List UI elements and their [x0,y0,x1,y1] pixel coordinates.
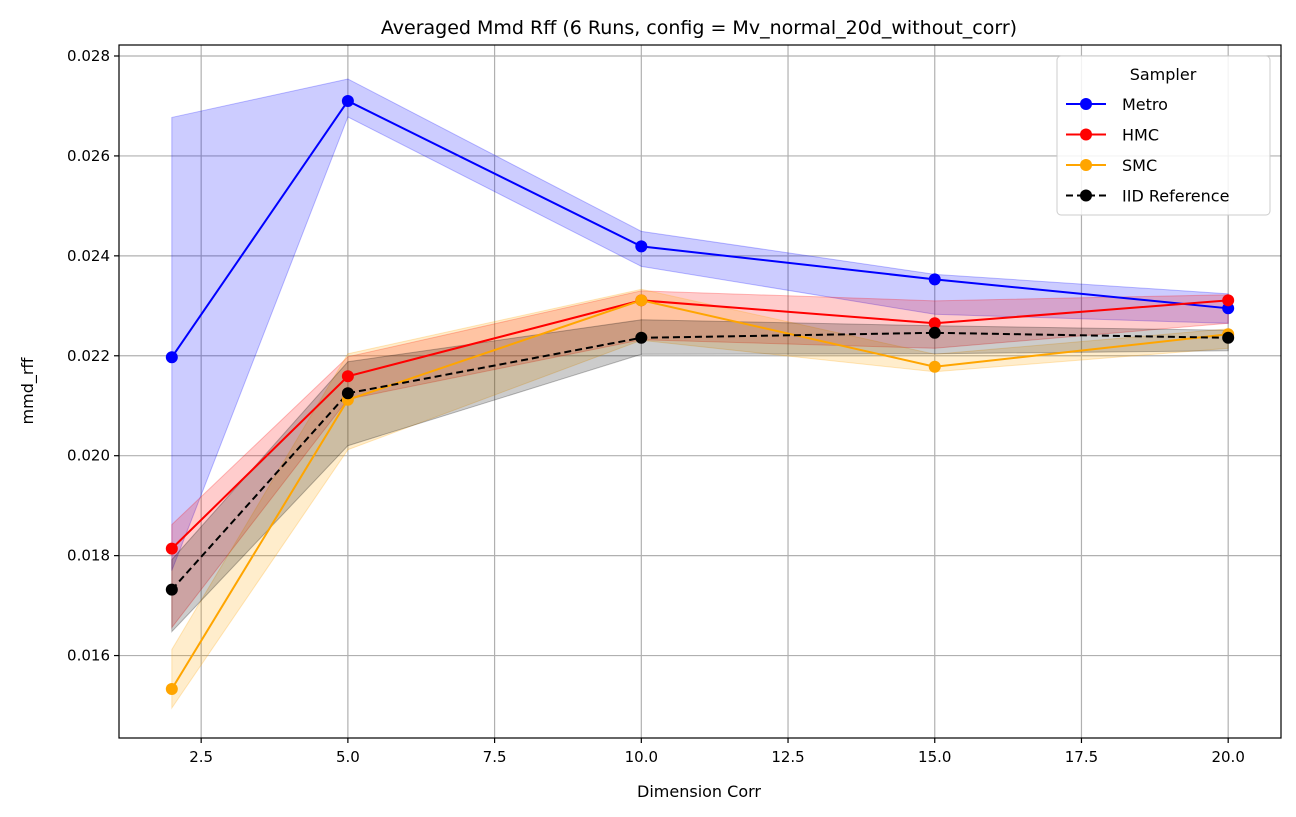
point-hmc [341,370,354,383]
x-axis-ticks: 2.5 5.0 7.5 10.0 12.5 15.0 17.5 20.0 [189,738,1245,766]
y-tick-label: 0.026 [67,147,110,165]
band-hmc [171,290,1229,630]
x-tick-label: 5.0 [336,748,360,766]
legend-marker-iid-reference [1080,189,1092,202]
point-iid-reference [165,583,178,596]
y-tick-label: 0.018 [67,547,110,565]
point-hmc [928,317,941,330]
x-tick-label: 17.5 [1065,748,1098,766]
legend-marker-metro [1080,98,1092,110]
point-smc [928,360,941,373]
legend-label-iid-reference: IID Reference [1122,187,1229,206]
x-tick-label: 10.0 [625,748,658,766]
point-metro [635,240,648,253]
y-axis-ticks: 0.016 0.018 0.020 0.022 0.024 0.026 0.028 [67,47,119,665]
legend-label-metro: Metro [1122,95,1168,114]
point-metro [341,94,354,107]
legend-label-smc: SMC [1122,156,1157,175]
legend-entries: Metro HMC SMC IID Reference [1066,95,1229,206]
band-metro [171,78,1229,571]
point-iid-reference [928,326,941,339]
y-tick-label: 0.022 [67,347,110,365]
legend-box [1056,55,1271,216]
point-smc [635,294,648,307]
chart-title: Averaged Mmd Rff (6 Runs, config = Mv_no… [381,17,1017,39]
legend: Sampler Metro HMC SMC IID Reference [1056,55,1271,216]
point-iid-reference [635,331,648,344]
y-tick-label: 0.020 [67,447,110,465]
series-points [165,94,1235,696]
plot-frame [118,44,1282,739]
band-smc [171,288,1229,710]
x-tick-label: 7.5 [483,748,507,766]
y-tick-label: 0.024 [67,247,110,265]
y-tick-label: 0.016 [67,647,110,665]
legend-marker-hmc [1080,128,1092,141]
x-tick-label: 15.0 [918,748,951,766]
confidence-bands [171,78,1229,710]
point-metro [928,273,941,286]
point-iid-reference [341,387,354,400]
x-axis-label: Dimension Corr [637,782,761,801]
legend-marker-smc [1080,159,1092,171]
point-hmc [1222,294,1235,307]
x-tick-label: 12.5 [771,748,804,766]
legend-title: Sampler [1130,65,1197,84]
x-tick-label: 2.5 [189,748,213,766]
point-hmc [165,542,178,555]
y-tick-label: 0.028 [67,47,110,65]
point-iid-reference [1222,331,1235,344]
point-metro [165,351,178,364]
point-smc [165,683,178,696]
x-tick-label: 20.0 [1211,748,1244,766]
legend-label-hmc: HMC [1122,126,1159,145]
y-axis-label: mmd_rff [18,357,38,425]
